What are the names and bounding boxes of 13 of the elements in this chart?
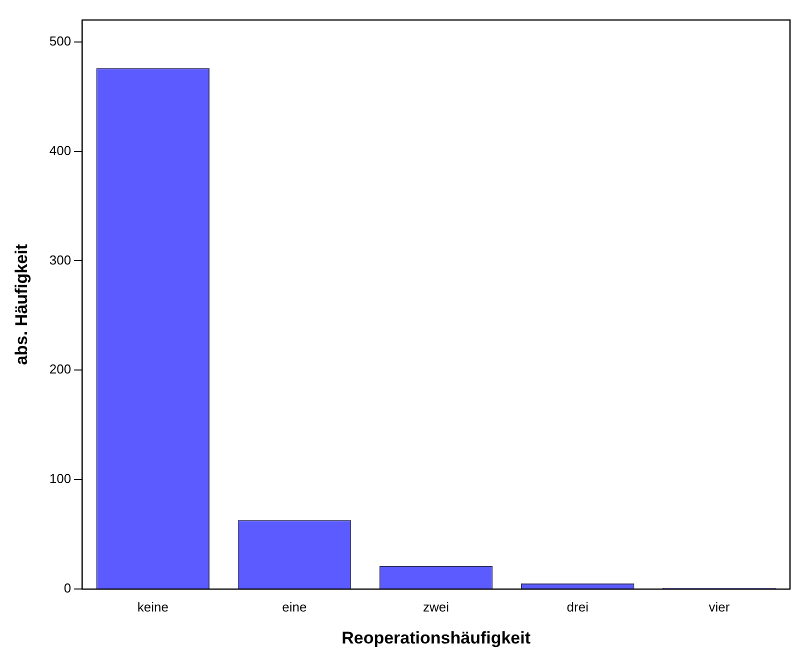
x-tick-label: vier (708, 599, 730, 614)
y-tick-label: 0 (64, 580, 72, 596)
y-tick-label: 200 (49, 362, 72, 377)
x-tick-label: drei (566, 599, 589, 614)
x-axis-title: Reoperationshäufigkeit (342, 628, 531, 648)
y-tick-label: 400 (49, 142, 72, 158)
y-axis-title: abs. Häufigkeit (12, 244, 31, 365)
y-tick-label: 300 (49, 252, 72, 268)
y-tick-label: 100 (49, 471, 72, 486)
x-tick-label: zwei (423, 599, 450, 614)
x-tick-label: keine (137, 599, 168, 614)
x-tick-label: eine (282, 599, 307, 614)
y-tick-label: 500 (49, 33, 72, 48)
